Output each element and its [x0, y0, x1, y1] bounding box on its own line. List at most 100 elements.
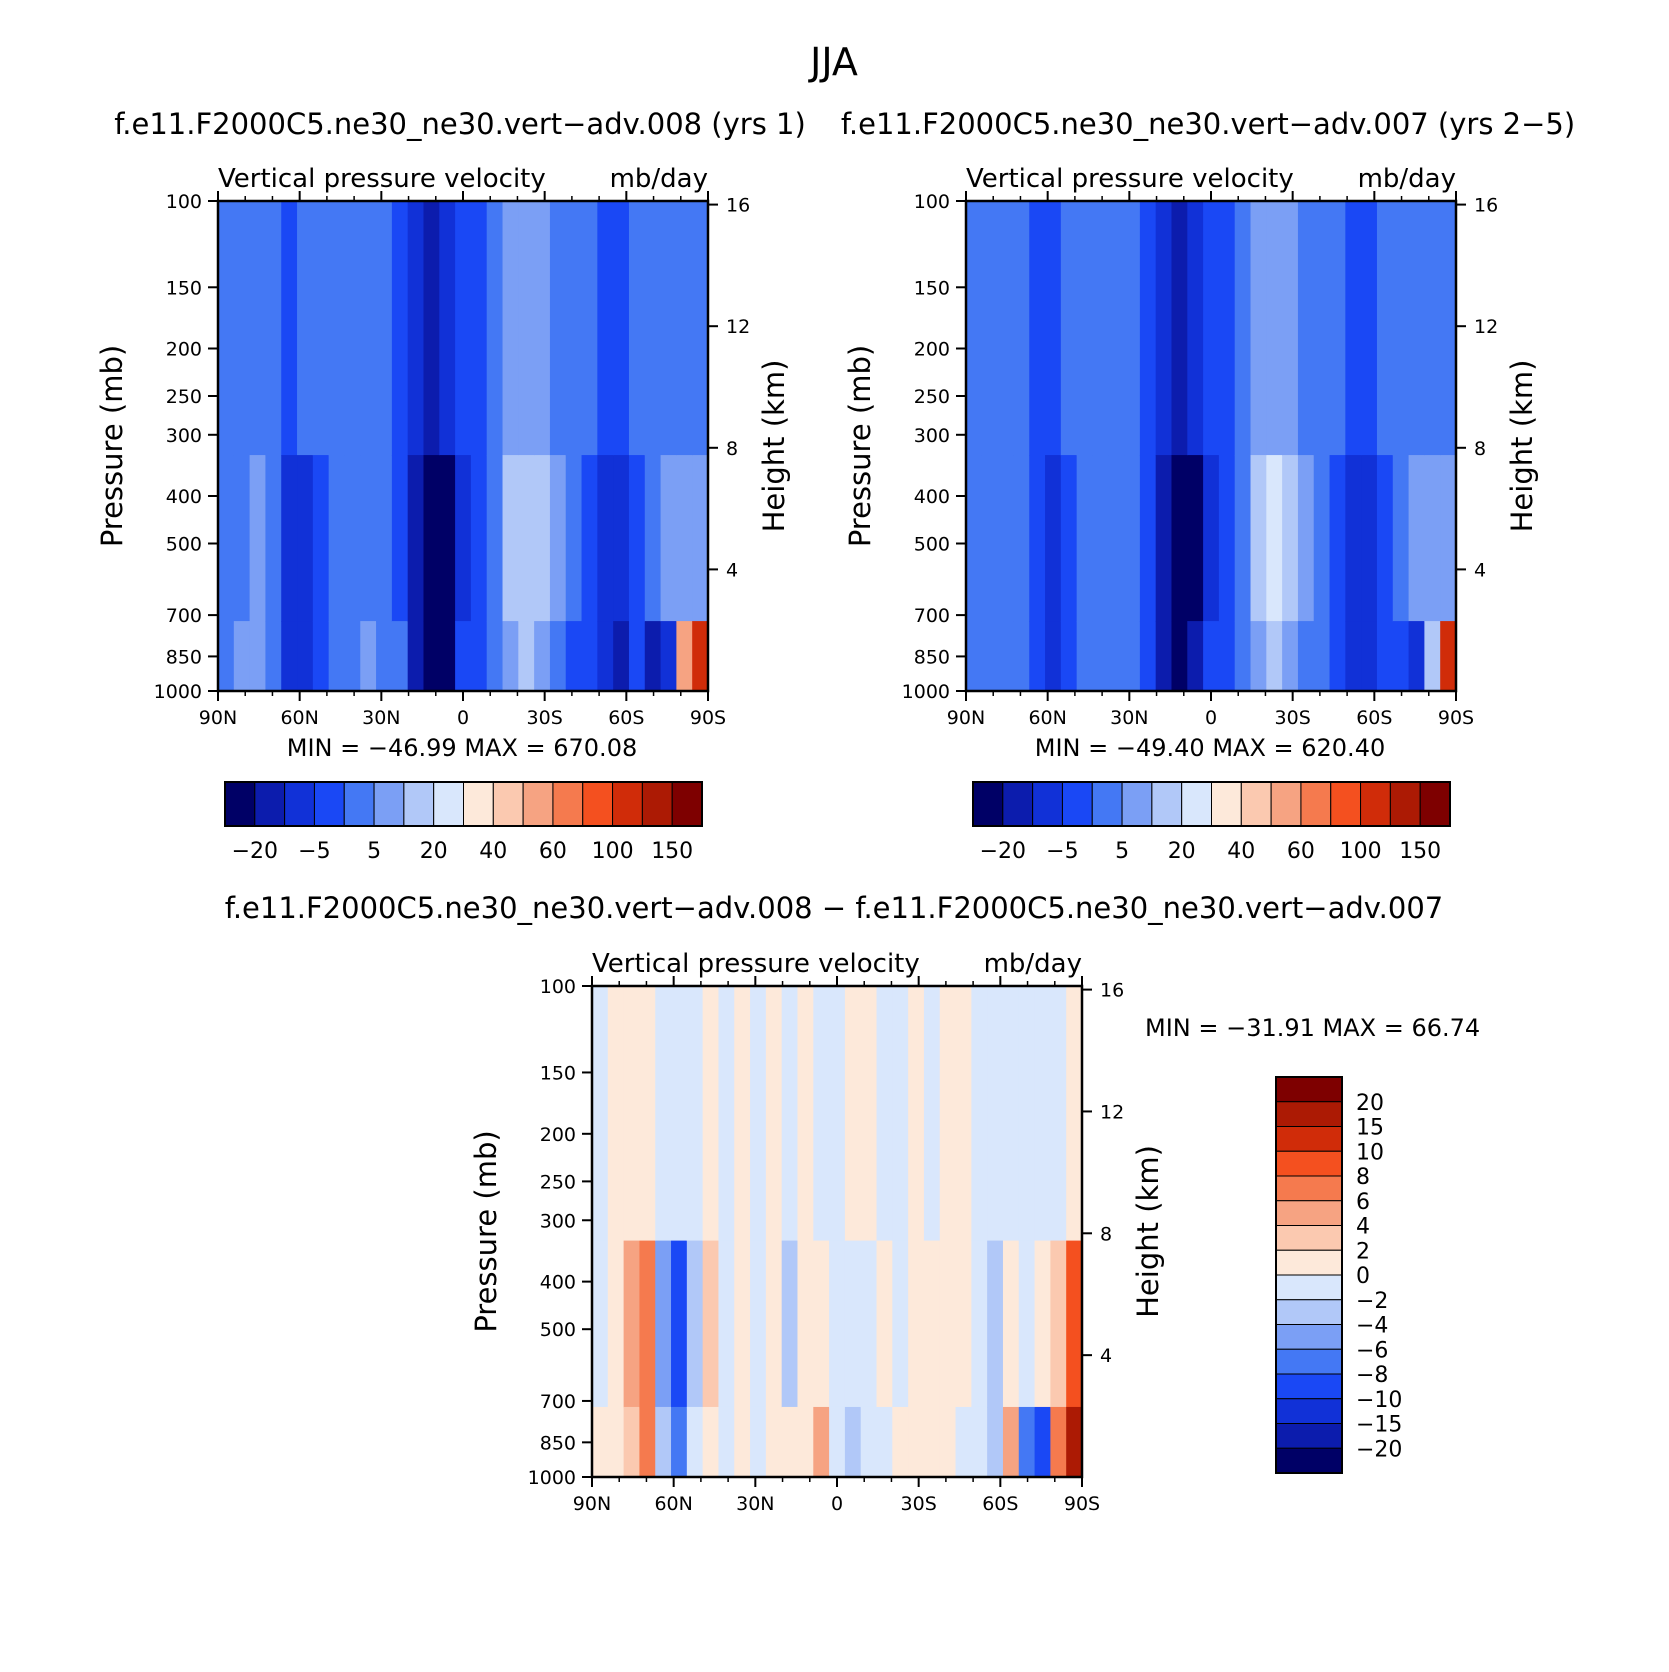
- field-cell: [671, 986, 688, 1242]
- field-cell: [592, 1406, 609, 1478]
- x-tick-label: 0: [457, 707, 469, 729]
- field-cell: [692, 621, 709, 692]
- field-cell: [376, 201, 393, 456]
- field-cell: [1440, 621, 1457, 692]
- colorbar-swatch: [403, 781, 435, 827]
- field-cell: [1050, 986, 1067, 1242]
- chart-panel-control: f.e11.F2000C5.ne30_ne30.vert−adv.007 (yr…: [841, 107, 1575, 864]
- field-cell: [1045, 455, 1062, 622]
- field-cell: [797, 1240, 814, 1408]
- y-tick-label: 300: [166, 425, 202, 447]
- colorbar-label: 100: [1340, 839, 1382, 864]
- field-cell: [360, 201, 377, 456]
- y-tick-label: 400: [914, 486, 950, 508]
- colorbar-swatch: [1275, 1101, 1343, 1127]
- colorbar-swatch: [1389, 781, 1421, 827]
- x-tick-label: 30N: [362, 707, 400, 729]
- panel-subtitle-right: mb/day: [610, 164, 708, 194]
- field-cell: [750, 1240, 767, 1408]
- field-cell: [592, 986, 609, 1242]
- x-tick-label: 30S: [527, 707, 563, 729]
- x-tick-label: 30N: [736, 1493, 774, 1515]
- colorbar-swatch: [1275, 1249, 1343, 1276]
- field-cell: [844, 986, 862, 1242]
- field-cell: [981, 201, 999, 456]
- field-cell: [660, 621, 677, 692]
- colorbar-label: 150: [1399, 839, 1441, 864]
- field-cell: [581, 201, 598, 456]
- x-tick-label: 60S: [982, 1493, 1018, 1515]
- field-cell: [655, 1240, 672, 1408]
- field-cell: [486, 201, 504, 456]
- colorbar-swatch: [972, 781, 1004, 827]
- field-cell: [655, 986, 672, 1242]
- colorbar-swatch: [1270, 781, 1302, 827]
- y2-tick-label: 12: [726, 316, 750, 338]
- y-tick-label: 1000: [528, 1467, 576, 1489]
- field-cell: [1124, 455, 1141, 622]
- field-cell: [1266, 621, 1283, 692]
- field-cell: [233, 201, 251, 456]
- field-cell: [297, 201, 314, 456]
- field-cell: [813, 1406, 830, 1478]
- field-cell: [549, 621, 567, 692]
- field-cell: [702, 986, 720, 1242]
- field-cell: [518, 621, 535, 692]
- y-axis-label: Pressure (mb): [843, 345, 877, 547]
- x-tick-label: 0: [831, 1493, 843, 1515]
- field-cell: [1050, 1240, 1067, 1408]
- field-cell: [1092, 201, 1109, 456]
- colorbar-label: −5: [1046, 839, 1078, 864]
- field-cell: [1002, 986, 1020, 1242]
- field-cell: [1018, 1406, 1036, 1478]
- field-cell: [718, 1240, 735, 1408]
- colorbar-label: 10: [1356, 1140, 1384, 1165]
- field-cell: [439, 455, 456, 622]
- colorbar-swatch: [612, 781, 643, 827]
- colorbar-swatch: [1151, 781, 1183, 827]
- y-axis-label: Pressure (mb): [95, 345, 129, 547]
- colorbar-swatch: [552, 781, 584, 827]
- y-tick-label: 100: [540, 976, 576, 998]
- colorbar-swatch: [1330, 781, 1362, 827]
- field-cell: [1018, 986, 1036, 1242]
- x-tick-label: 90S: [1438, 707, 1474, 729]
- field-cell: [671, 1240, 688, 1408]
- y-tick-label: 850: [914, 646, 950, 668]
- y-tick-label: 200: [166, 339, 202, 361]
- field-cell: [565, 455, 583, 622]
- field-cell: [966, 455, 983, 622]
- field-cell: [876, 986, 893, 1242]
- field-cell: [781, 986, 799, 1242]
- field-cell: [1013, 455, 1030, 622]
- field-cell: [597, 621, 614, 692]
- field-cell: [628, 621, 646, 692]
- colorbar-swatch: [1275, 1126, 1343, 1152]
- field-cell: [971, 986, 988, 1242]
- field-cell: [470, 621, 488, 692]
- field-cell: [939, 1240, 957, 1408]
- colorbar-swatch: [1275, 1447, 1343, 1474]
- colorbar-swatch: [1211, 781, 1242, 827]
- colorbar-swatch: [1032, 781, 1063, 827]
- panel-subtitle-left: Vertical pressure velocity: [592, 949, 920, 979]
- field-cell: [892, 1240, 909, 1408]
- colorbar-label: 20: [1168, 839, 1196, 864]
- panel-subtitle-left: Vertical pressure velocity: [966, 164, 1294, 194]
- y-tick-label: 200: [914, 339, 950, 361]
- field-cell: [249, 201, 267, 456]
- colorbar-label: 4: [1356, 1215, 1370, 1240]
- colorbar-label: −8: [1356, 1363, 1388, 1388]
- field-cell: [1250, 455, 1267, 622]
- field-cell: [502, 621, 519, 692]
- field-cell: [1203, 455, 1220, 622]
- x-tick-label: 30S: [901, 1493, 937, 1515]
- colorbar-label: 20: [1356, 1091, 1384, 1116]
- colorbar-swatch: [492, 781, 524, 827]
- field-cell: [1076, 201, 1094, 456]
- field-cell: [1313, 621, 1331, 692]
- colorbar-swatch: [1275, 1175, 1343, 1202]
- field-cell: [233, 621, 251, 692]
- colorbar-swatch: [343, 781, 375, 827]
- field-cell: [660, 201, 677, 456]
